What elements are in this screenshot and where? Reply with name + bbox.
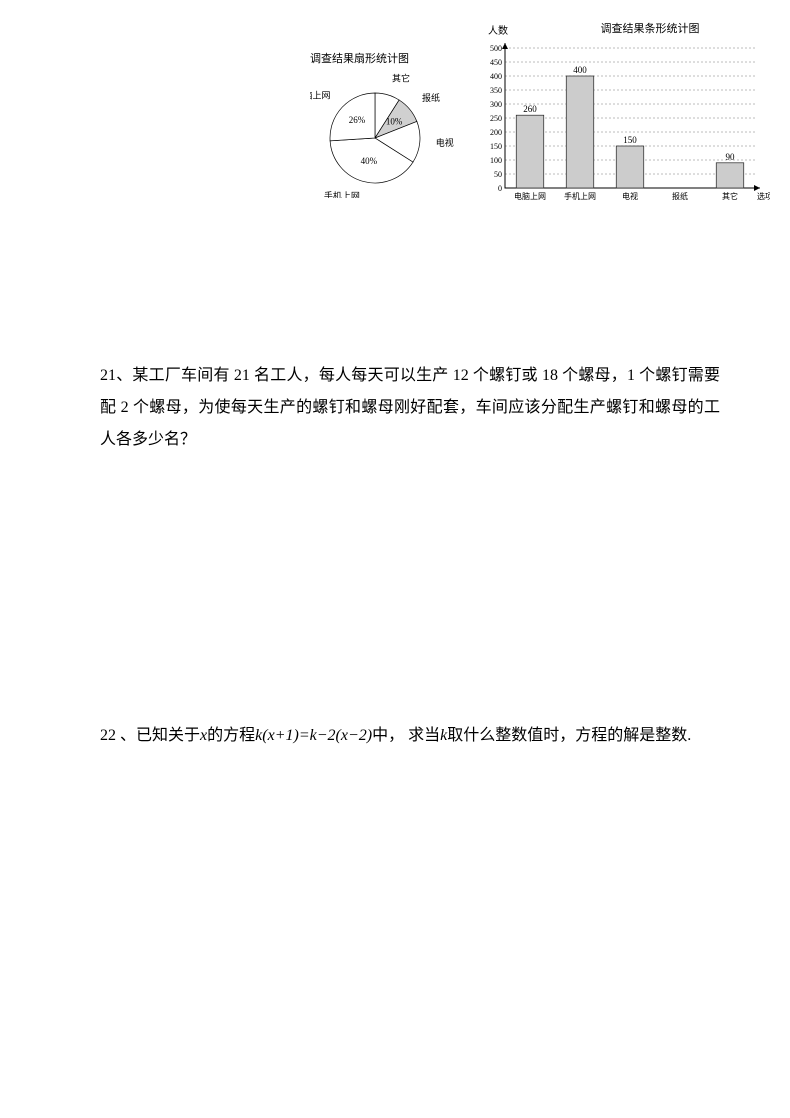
svg-text:50: 50 bbox=[494, 170, 502, 179]
svg-text:选项: 选项 bbox=[757, 191, 770, 201]
svg-text:电脑上网: 电脑上网 bbox=[310, 89, 331, 100]
svg-text:报纸: 报纸 bbox=[422, 92, 440, 103]
svg-text:10%: 10% bbox=[386, 116, 403, 126]
pie-chart-area: 调查结果扇形统计图 其它报纸 10% 电视手机上网 40% 电脑上网 26% bbox=[310, 50, 480, 198]
svg-text:400: 400 bbox=[490, 72, 502, 81]
svg-text:90: 90 bbox=[726, 152, 736, 162]
problem-text-mid1: 的方程 bbox=[207, 727, 255, 744]
problem-text-suffix: 取什么整数值时，方程的解是整数. bbox=[447, 727, 691, 744]
svg-text:电视: 电视 bbox=[622, 191, 638, 201]
problem-22: 22 、已知关于x的方程k(x+1)=k−2(x−2)中， 求当k取什么整数值时… bbox=[100, 720, 720, 752]
svg-text:其它: 其它 bbox=[722, 191, 738, 201]
svg-text:250: 250 bbox=[490, 114, 502, 123]
svg-text:260: 260 bbox=[523, 104, 537, 114]
svg-text:26%: 26% bbox=[349, 115, 366, 125]
svg-text:其它: 其它 bbox=[392, 72, 410, 83]
svg-text:手机上网: 手机上网 bbox=[564, 191, 596, 201]
problem-text: 某工厂车间有 21 名工人，每人每天可以生产 12 个螺钉或 18 个螺母，1 … bbox=[100, 367, 720, 448]
problem-text-mid2: 中， 求当 bbox=[372, 727, 440, 744]
problem-text-prefix: 已知关于 bbox=[136, 727, 200, 744]
svg-text:0: 0 bbox=[498, 184, 502, 193]
bar-chart-title: 调查结果条形统计图 bbox=[470, 20, 770, 36]
problem-21: 21、某工厂车间有 21 名工人，每人每天可以生产 12 个螺钉或 18 个螺母… bbox=[100, 360, 720, 456]
svg-text:电脑上网: 电脑上网 bbox=[514, 191, 546, 201]
svg-text:450: 450 bbox=[490, 58, 502, 67]
svg-text:手机上网: 手机上网 bbox=[324, 190, 360, 198]
pie-chart-title: 调查结果扇形统计图 bbox=[310, 50, 480, 66]
svg-text:40%: 40% bbox=[361, 156, 378, 166]
svg-text:350: 350 bbox=[490, 86, 502, 95]
pie-chart: 其它报纸 10% 电视手机上网 40% 电脑上网 26% bbox=[310, 68, 460, 198]
equation: k(x+1)=k−2(x−2) bbox=[255, 727, 372, 744]
bar-chart: 0 50 100 150 200 250 300 350 400 450 500 260 电脑上网 400… bbox=[470, 38, 770, 213]
svg-text:报纸: 报纸 bbox=[672, 191, 688, 201]
svg-text:150: 150 bbox=[490, 142, 502, 151]
svg-text:300: 300 bbox=[490, 100, 502, 109]
svg-text:200: 200 bbox=[490, 128, 502, 137]
svg-text:150: 150 bbox=[623, 135, 637, 145]
problem-number: 22 、 bbox=[100, 727, 136, 744]
svg-text:电视: 电视 bbox=[436, 137, 454, 148]
svg-text:400: 400 bbox=[573, 65, 587, 75]
svg-text:500: 500 bbox=[490, 44, 502, 53]
bar-chart-area: 人数 调查结果条形统计图 050100150200250300350400450… bbox=[470, 20, 770, 210]
svg-text:100: 100 bbox=[490, 156, 502, 165]
problem-number: 21、 bbox=[100, 367, 132, 384]
